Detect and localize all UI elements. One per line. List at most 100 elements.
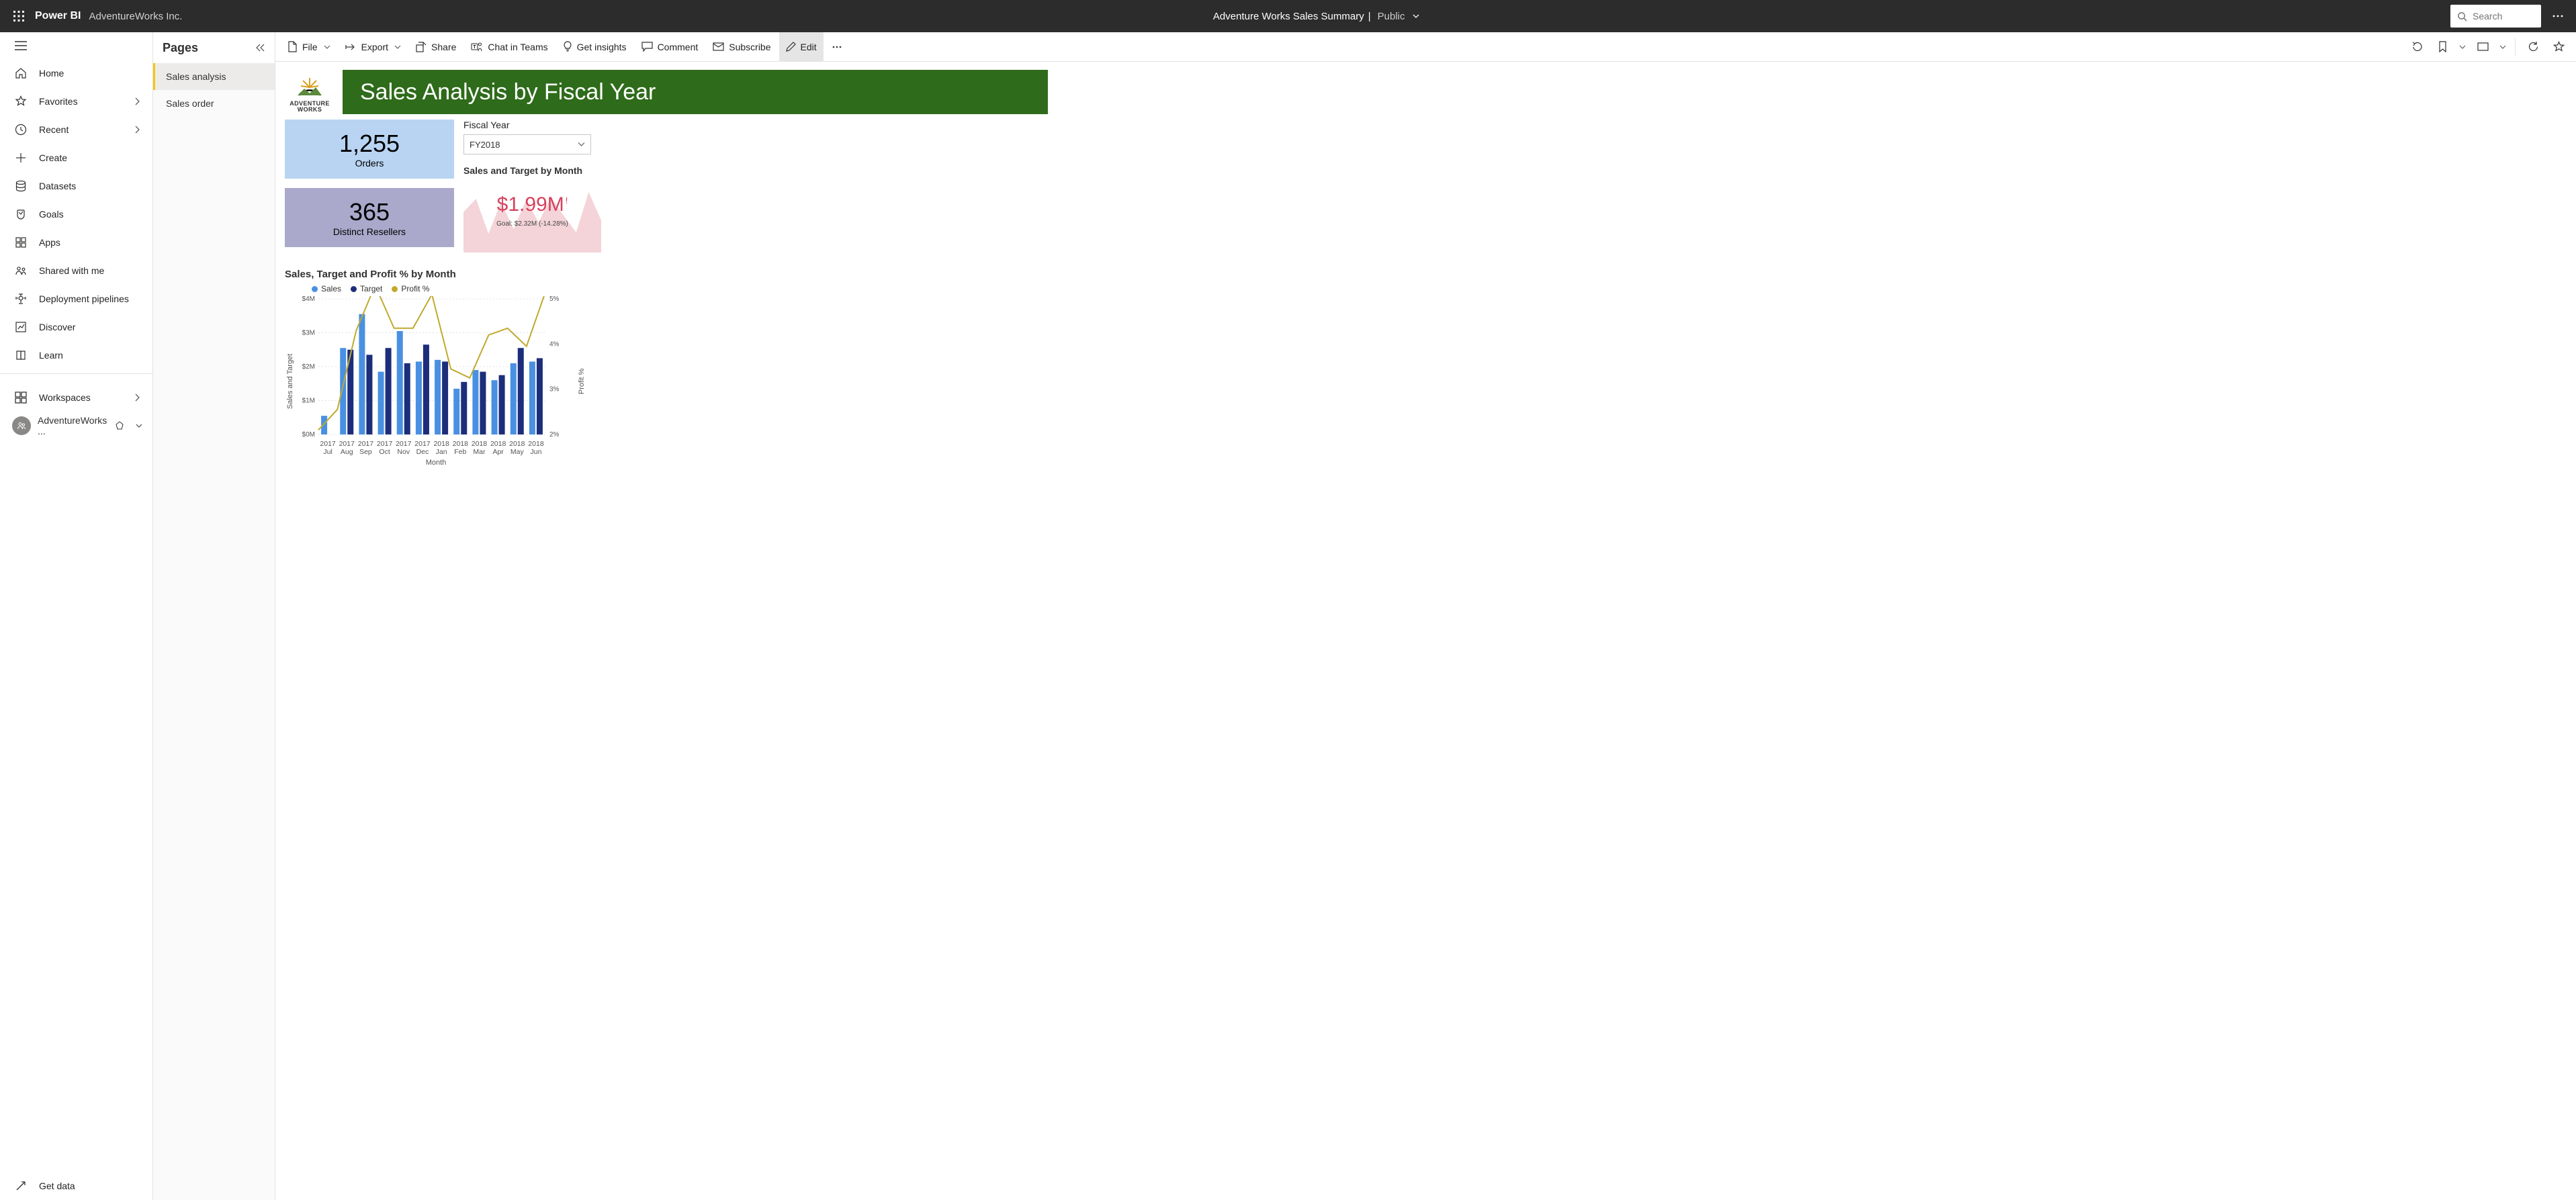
nav-home[interactable]: Home	[0, 59, 152, 87]
teams-icon	[471, 42, 483, 52]
report-canvas: ADVENTUREWORKS Sales Analysis by Fiscal …	[275, 62, 2576, 1200]
orders-card[interactable]: 1,255 Orders	[285, 120, 454, 179]
nav-label: Deployment pipelines	[39, 293, 140, 304]
company-logo: ADVENTUREWORKS	[285, 70, 335, 114]
nav-get-data[interactable]: Get data	[0, 1172, 152, 1200]
file-button[interactable]: File	[281, 32, 337, 62]
refresh-button[interactable]	[2521, 32, 2545, 62]
reset-button[interactable]	[2405, 32, 2429, 62]
nav-workspaces[interactable]: Workspaces	[0, 383, 152, 412]
x-tick-label: 2017Dec	[413, 440, 432, 456]
chart-plot: $0M$1M$2M$3M$4M2%3%4%5%	[296, 296, 576, 440]
goals-icon	[15, 208, 27, 220]
nav-label: Datasets	[39, 181, 140, 191]
comment-icon	[641, 42, 653, 52]
header-center[interactable]: Adventure Works Sales Summary | Public	[182, 11, 2450, 22]
workspace-avatar-icon	[12, 416, 31, 435]
x-tick-label: 2017Aug	[337, 440, 356, 456]
search-input[interactable]	[2473, 11, 2534, 21]
export-button[interactable]: Export	[339, 32, 408, 62]
create-icon	[15, 152, 27, 164]
subscribe-button[interactable]: Subscribe	[706, 32, 777, 62]
page-tab[interactable]: Sales order	[153, 90, 275, 117]
recent-icon	[15, 124, 27, 136]
favorite-button[interactable]	[2546, 32, 2571, 62]
nav-shared[interactable]: Shared with me	[0, 257, 152, 285]
nav-goals[interactable]: Goals	[0, 200, 152, 228]
tool-label: Edit	[801, 42, 817, 52]
nav-pipelines[interactable]: Deployment pipelines	[0, 285, 152, 313]
nav-apps[interactable]: Apps	[0, 228, 152, 257]
svg-text:$3M: $3M	[302, 330, 315, 337]
lightbulb-icon	[563, 41, 572, 52]
share-button[interactable]: Share	[409, 32, 463, 62]
global-search[interactable]	[2450, 5, 2541, 28]
nav-recent[interactable]: Recent	[0, 116, 152, 144]
chevron-down-icon	[324, 44, 330, 50]
tool-label: Comment	[658, 42, 699, 52]
view-mode-chevron[interactable]	[2496, 32, 2510, 62]
nav-learn[interactable]: Learn	[0, 341, 152, 369]
pages-title: Pages	[163, 41, 198, 55]
svg-text:$0M: $0M	[302, 431, 315, 439]
search-icon	[2457, 11, 2467, 21]
orders-value: 1,255	[339, 130, 400, 158]
app-launcher-icon[interactable]	[8, 5, 30, 27]
nav-label: Workspaces	[39, 392, 122, 403]
share-icon	[416, 42, 427, 52]
nav-datasets[interactable]: Datasets	[0, 172, 152, 200]
nav-toggle-button[interactable]	[0, 32, 152, 59]
get-insights-button[interactable]: Get insights	[556, 32, 633, 62]
combo-chart-visual[interactable]: Sales, Target and Profit % by Month Sale…	[285, 269, 2567, 467]
datasets-icon	[15, 180, 27, 192]
more-options-button[interactable]	[2548, 6, 2568, 26]
tool-label: File	[302, 42, 318, 52]
shared-icon	[15, 265, 27, 277]
nav-discover[interactable]: Discover	[0, 313, 152, 341]
nav-label: Home	[39, 68, 140, 79]
bookmark-button[interactable]	[2430, 32, 2454, 62]
svg-text:$4M: $4M	[302, 296, 315, 303]
resellers-label: Distinct Resellers	[333, 226, 406, 237]
report-area: File Export Share Chat in Teams Get insi…	[275, 32, 2576, 1200]
x-tick-label: 2017Jul	[318, 440, 337, 456]
comment-button[interactable]: Comment	[635, 32, 705, 62]
x-tick-label: 2018Jan	[432, 440, 451, 456]
nav-favorites[interactable]: Favorites	[0, 87, 152, 116]
x-tick-label: 2017Sep	[356, 440, 375, 456]
page-tab[interactable]: Sales analysis	[153, 63, 275, 90]
resellers-card[interactable]: 365 Distinct Resellers	[285, 188, 454, 247]
fiscal-year-value: FY2018	[470, 140, 500, 150]
nav-create[interactable]: Create	[0, 144, 152, 172]
report-title: Sales Analysis by Fiscal Year	[360, 79, 656, 105]
more-toolbar-button[interactable]	[825, 32, 849, 62]
favorites-icon	[15, 95, 27, 107]
premium-icon	[115, 421, 124, 430]
kpi-value: $1.99M!	[463, 193, 601, 216]
brand-label: Power BI	[35, 10, 81, 22]
nav-label: Goals	[39, 209, 140, 220]
edit-button[interactable]: Edit	[779, 32, 824, 62]
tool-label: Subscribe	[729, 42, 770, 52]
chat-teams-button[interactable]: Chat in Teams	[464, 32, 554, 62]
x-tick-label: 2018Apr	[489, 440, 508, 456]
legend-item: Target	[351, 284, 382, 293]
view-mode-button[interactable]	[2471, 32, 2495, 62]
chevron-right-icon	[134, 394, 140, 402]
workspaces-icon	[15, 391, 27, 404]
x-tick-label: 2018Feb	[451, 440, 470, 456]
workspace-breadcrumb[interactable]: AdventureWorks Inc.	[89, 11, 182, 22]
x-tick-label: 2017Nov	[394, 440, 413, 456]
chart-legend: SalesTargetProfit %	[312, 284, 2567, 293]
fiscal-year-select[interactable]: FY2018	[463, 134, 591, 154]
chevron-right-icon	[134, 126, 140, 134]
kpi-title: Sales and Target by Month	[463, 165, 601, 176]
report-name: Adventure Works Sales Summary	[1213, 11, 1364, 22]
collapse-pane-button[interactable]	[255, 43, 265, 52]
tool-label: Export	[361, 42, 388, 52]
get-data-icon	[15, 1180, 27, 1192]
bookmark-chevron[interactable]	[2456, 32, 2469, 62]
kpi-visual[interactable]: $1.99M! Goal: $2.32M (-14.28%)	[463, 179, 601, 252]
current-workspace-row[interactable]: AdventureWorks ...	[0, 412, 152, 440]
discover-icon	[15, 321, 27, 333]
